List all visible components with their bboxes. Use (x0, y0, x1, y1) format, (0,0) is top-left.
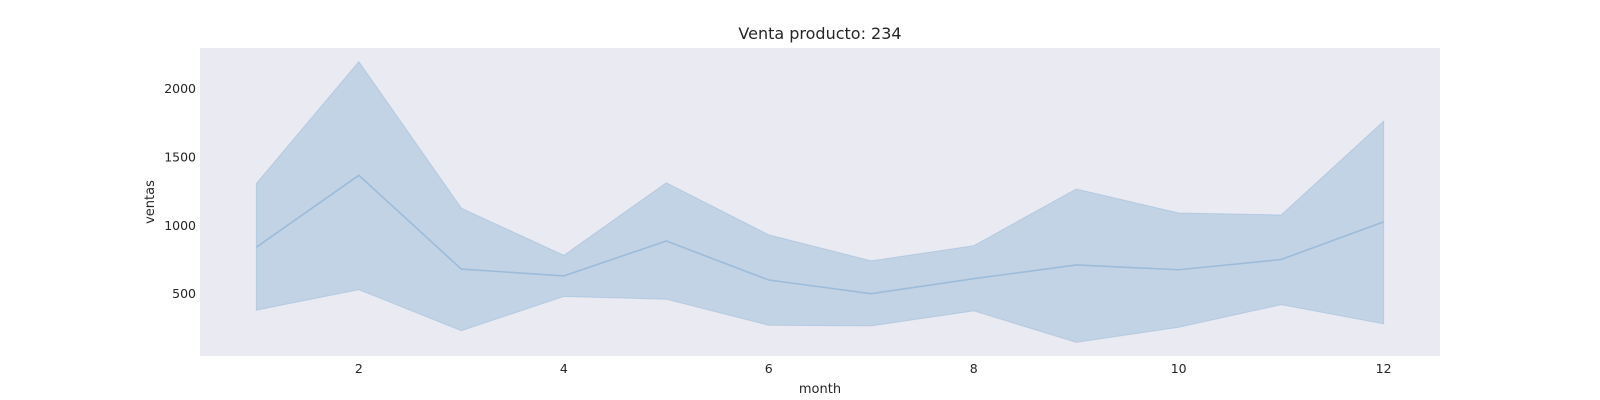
y-tick-label: 1500 (164, 149, 196, 164)
confidence-band (255, 60, 1385, 343)
x-tick-label: 4 (560, 361, 568, 376)
y-tick-label: 1000 (164, 218, 196, 233)
chart-title: Venta producto: 234 (738, 24, 901, 43)
mean-line (255, 174, 1384, 295)
x-tick-label: 8 (970, 361, 978, 376)
y-tick-label: 2000 (164, 81, 196, 96)
x-tick-label: 6 (765, 361, 773, 376)
x-tick-label: 10 (1171, 361, 1187, 376)
x-tick-labels: 2 4 6 8 10 12 (355, 361, 1392, 376)
y-axis-label: ventas (143, 180, 158, 224)
x-tick-label: 12 (1376, 361, 1392, 376)
mean-line-layer (255, 174, 1384, 295)
y-tick-label: 500 (172, 286, 196, 301)
y-tick-labels: 500 1000 1500 2000 (164, 81, 196, 301)
x-tick-label: 2 (355, 361, 363, 376)
confidence-band-layer (255, 60, 1385, 343)
x-axis-label: month (799, 382, 841, 397)
